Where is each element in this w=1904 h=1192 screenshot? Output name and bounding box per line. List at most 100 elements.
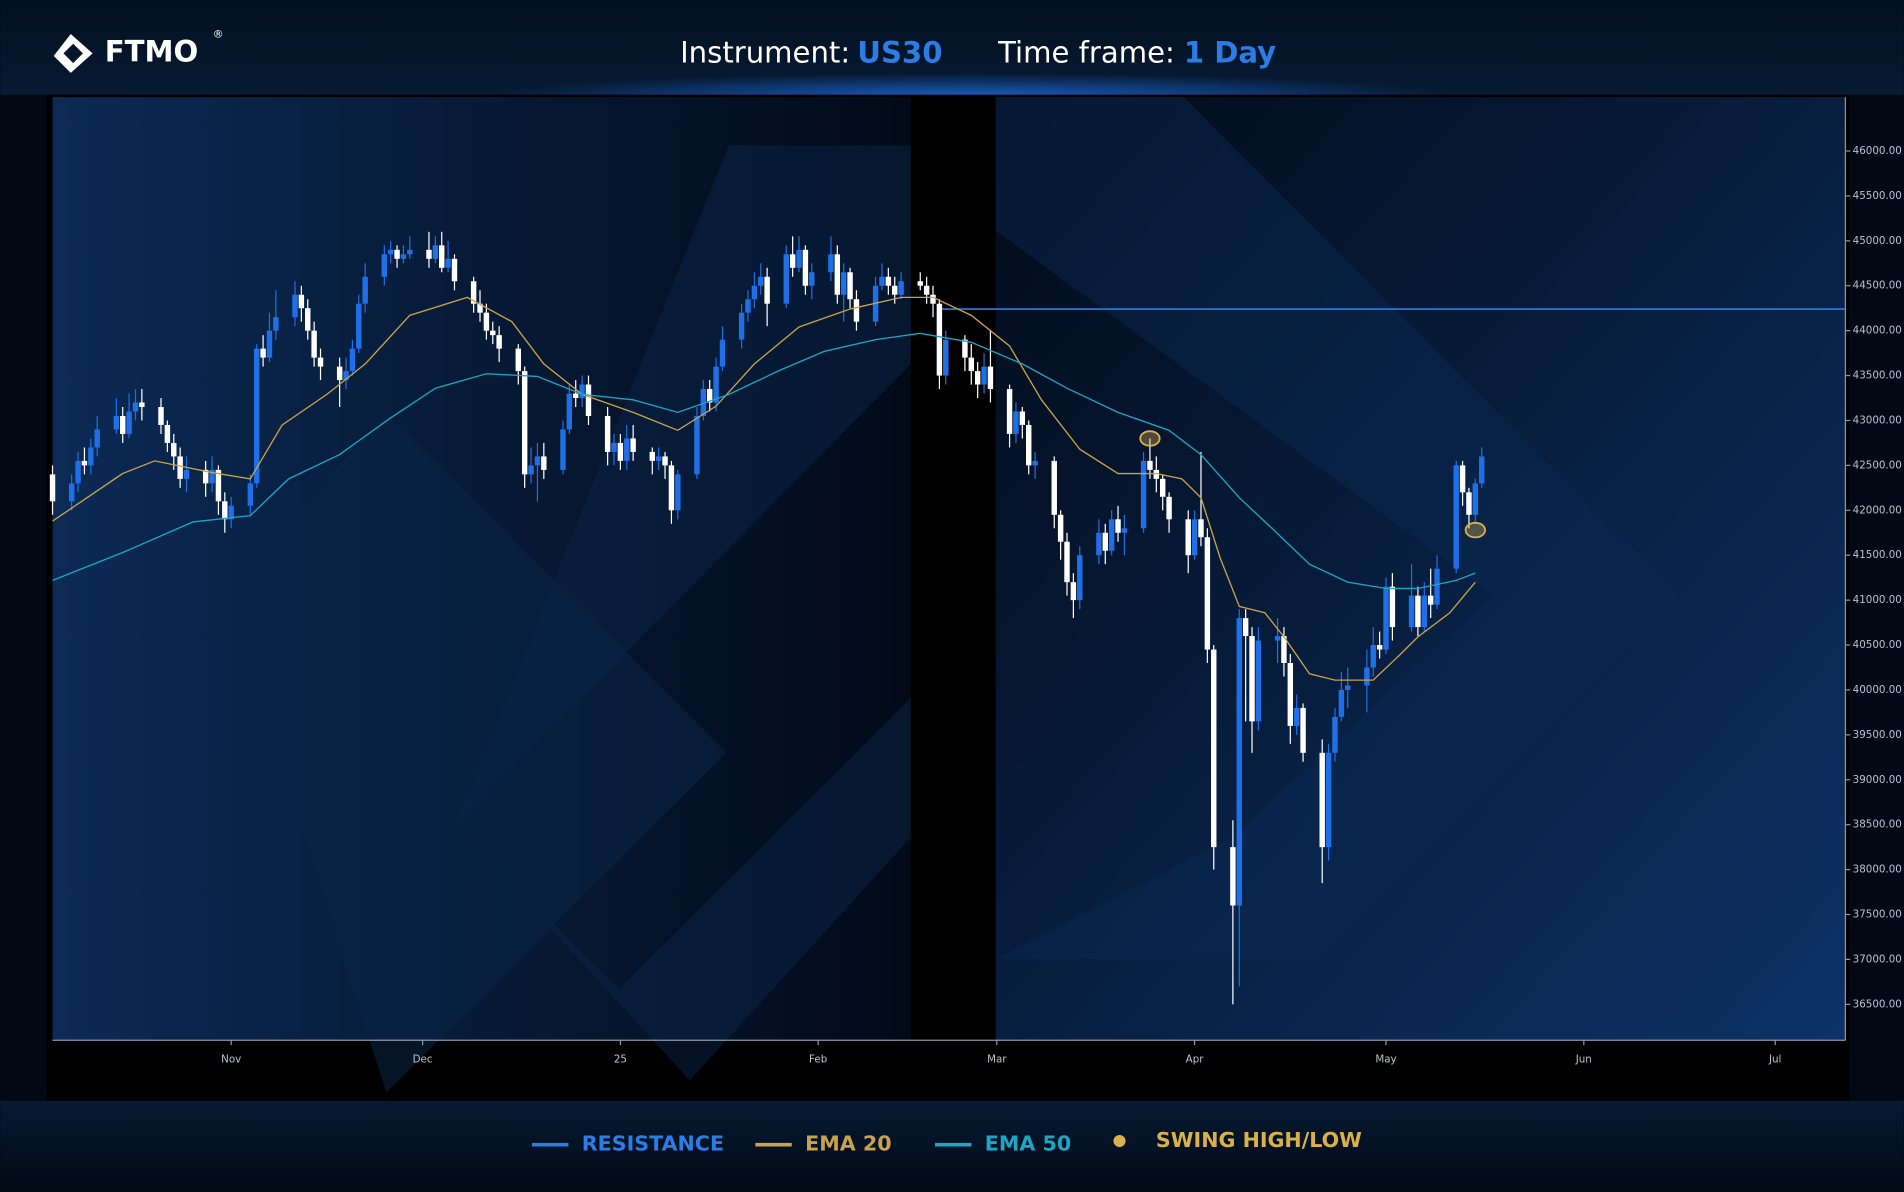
candle-body	[400, 254, 407, 259]
candle-body	[1070, 582, 1077, 601]
candle-body	[336, 366, 343, 381]
candle-body	[719, 339, 726, 367]
candle-body	[1319, 752, 1325, 848]
candle-body	[1364, 667, 1370, 686]
x-tick-label: Mar	[987, 1054, 1007, 1066]
candle-body	[521, 371, 528, 475]
candle-body	[1389, 586, 1396, 628]
candle-body	[802, 249, 809, 286]
y-tick-label: 44000.00	[1853, 325, 1902, 337]
candle-body	[1102, 532, 1108, 551]
candle-body	[1115, 519, 1121, 533]
candle-body	[158, 407, 164, 425]
candle-body	[515, 348, 522, 372]
y-tick-label: 39500.00	[1853, 729, 1902, 741]
candle-body	[1108, 519, 1115, 551]
y-tick-label: 41000.00	[1853, 594, 1902, 606]
candle-body	[617, 442, 624, 461]
legend-label: EMA 20	[805, 1132, 891, 1156]
swing-marker	[1464, 521, 1486, 539]
candle-body	[1408, 595, 1415, 628]
registered-mark: ®	[213, 28, 224, 41]
candle-body	[885, 276, 892, 286]
candle-body	[1204, 537, 1211, 650]
x-tick-label: Jul	[1768, 1054, 1781, 1066]
candle-body	[356, 303, 362, 349]
candle-body	[247, 483, 254, 506]
candle-body	[560, 429, 566, 470]
candle-body	[675, 474, 681, 511]
candle-body	[171, 442, 177, 457]
legend: RESISTANCE EMA 20 EMA 50 SWING HIGH/LOW	[532, 1128, 1362, 1156]
candle-body	[1415, 595, 1421, 628]
candle-body	[751, 285, 758, 300]
candle-body	[298, 294, 305, 309]
candle-body	[68, 483, 75, 502]
legend-label: RESISTANCE	[582, 1132, 724, 1156]
candle-body	[1453, 465, 1459, 569]
candle-body	[177, 456, 183, 479]
candle-body	[1293, 707, 1300, 726]
candle-body	[273, 317, 279, 331]
y-tick-label: 45500.00	[1853, 190, 1902, 202]
candle-body	[528, 465, 534, 475]
brand: FTMO	[105, 34, 199, 68]
candle-body	[1159, 478, 1166, 497]
candle-body	[88, 447, 94, 466]
candle-body	[477, 303, 483, 313]
y-tick-label: 46000.00	[1853, 145, 1902, 157]
candle-body	[1332, 716, 1338, 753]
x-tick-label: Nov	[221, 1054, 241, 1066]
candle-body	[573, 393, 579, 399]
candle-body	[943, 339, 949, 376]
candle-body	[923, 285, 930, 295]
candle-body	[630, 438, 636, 452]
candle-body	[898, 281, 904, 295]
candle-body	[311, 330, 317, 358]
candle-body	[840, 272, 847, 295]
instrument-value: US30	[857, 36, 942, 70]
candle-body	[987, 366, 994, 390]
candle-body	[828, 254, 834, 273]
candle-body	[496, 335, 502, 349]
candle-body	[132, 402, 139, 412]
instrument-label: Instrument:	[680, 36, 850, 70]
candle-body	[1230, 847, 1236, 906]
y-tick-label: 40000.00	[1853, 684, 1902, 696]
candle-body	[694, 415, 700, 475]
y-tick-label: 36500.00	[1853, 998, 1902, 1010]
candle-body	[758, 276, 764, 286]
candle-body	[215, 469, 222, 502]
candle-body	[483, 312, 490, 331]
candle-body	[700, 389, 707, 416]
candle-body	[624, 438, 630, 461]
candle-body	[1345, 685, 1351, 690]
candle-body	[809, 272, 815, 286]
candle-body	[362, 276, 368, 304]
candle-body	[1427, 595, 1434, 605]
candle-body	[974, 371, 981, 385]
candle-body	[796, 249, 802, 268]
candle-body	[655, 456, 662, 461]
candle-body	[381, 254, 388, 277]
candle-body	[783, 254, 789, 304]
candle-body	[1140, 460, 1147, 529]
candle-body	[490, 330, 496, 336]
candle-body	[541, 456, 547, 470]
candle-body	[305, 308, 311, 331]
candle-body	[534, 456, 541, 466]
candle-body	[847, 272, 853, 300]
candle-body	[738, 312, 745, 340]
candle-body	[1434, 568, 1440, 605]
candle-body	[260, 348, 266, 358]
x-tick-label: Feb	[809, 1054, 827, 1066]
y-tick-label: 43000.00	[1853, 414, 1902, 426]
candle-body	[75, 460, 81, 484]
candle-body	[1274, 636, 1281, 641]
y-tick-label: 37000.00	[1853, 953, 1902, 965]
candle-body	[1064, 541, 1070, 583]
candle-body	[183, 469, 190, 479]
y-tick-label: 38000.00	[1853, 864, 1902, 876]
